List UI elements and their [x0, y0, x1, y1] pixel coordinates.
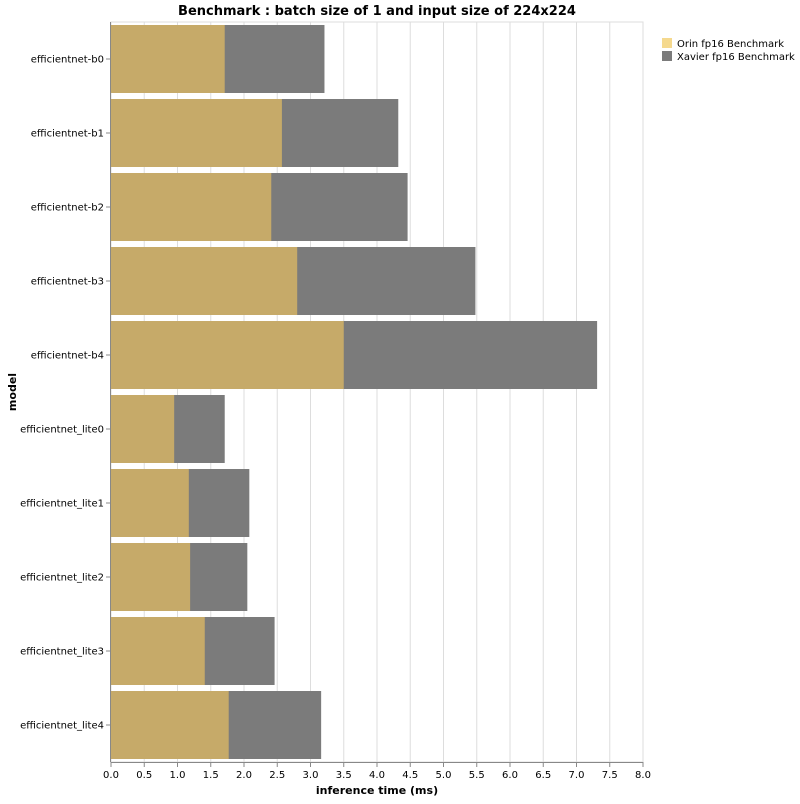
axes: 0.0 0.5 1.0 1.5 2.0 2.5 3.0 3.5 4.0 4.5 5.0 5.5 6.0 6…	[20, 22, 651, 781]
x-tick-label: 0.5	[136, 770, 152, 781]
y-tick-label: efficientnet_lite0	[20, 425, 104, 436]
bar-orin	[111, 543, 191, 611]
y-tick-label: efficientnet_lite1	[20, 499, 104, 510]
bar-orin	[111, 173, 272, 241]
x-tick-label: 8.0	[635, 770, 651, 781]
x-tick-label: 6.5	[535, 770, 551, 781]
bar-orin	[111, 99, 282, 167]
legend: Orin fp16 Benchmark Xavier fp16 Benchmark	[662, 38, 795, 63]
chart-title: Benchmark : batch size of 1 and input si…	[178, 4, 576, 19]
x-tick-label: 2.0	[236, 770, 252, 781]
x-tick-label: 7.0	[569, 770, 585, 781]
x-tick-label: 3.5	[336, 770, 352, 781]
y-tick-label: efficientnet-b3	[31, 277, 104, 288]
y-tick-label: efficientnet-b2	[31, 203, 104, 214]
x-tick-label: 6.0	[502, 770, 518, 781]
x-tick-label: 1.0	[170, 770, 186, 781]
x-axis-title: inference time (ms)	[316, 784, 438, 797]
x-tick-label: 5.0	[436, 770, 452, 781]
x-tick-label: 3.0	[303, 770, 319, 781]
bar-orin	[111, 395, 175, 463]
x-tick-label: 7.5	[602, 770, 618, 781]
y-tick-label: efficientnet-b4	[31, 351, 104, 362]
y-tick-label: efficientnet_lite3	[20, 647, 104, 658]
legend-swatch	[662, 51, 672, 61]
legend-swatch	[662, 38, 672, 48]
x-tick-label: 4.5	[402, 770, 418, 781]
y-axis-title: model	[6, 373, 19, 411]
x-tick-label: 0.0	[103, 770, 119, 781]
bar-orin	[111, 617, 205, 685]
bar-orin	[111, 691, 229, 759]
bar-orin	[111, 247, 298, 315]
bar-orin	[111, 25, 225, 93]
y-tick-label: efficientnet-b0	[31, 55, 104, 66]
legend-label: Orin fp16 Benchmark	[677, 39, 784, 50]
bars	[111, 25, 598, 759]
y-tick-label: efficientnet-b1	[31, 129, 104, 140]
legend-label: Xavier fp16 Benchmark	[677, 52, 795, 63]
y-tick-label: efficientnet_lite4	[20, 721, 104, 732]
x-tick-label: 4.0	[369, 770, 385, 781]
x-tick-label: 1.5	[203, 770, 219, 781]
x-tick-label: 5.5	[469, 770, 485, 781]
bar-orin	[111, 469, 189, 537]
y-tick-label: efficientnet_lite2	[20, 573, 104, 584]
x-tick-label: 2.5	[269, 770, 285, 781]
bar-orin	[111, 321, 344, 389]
